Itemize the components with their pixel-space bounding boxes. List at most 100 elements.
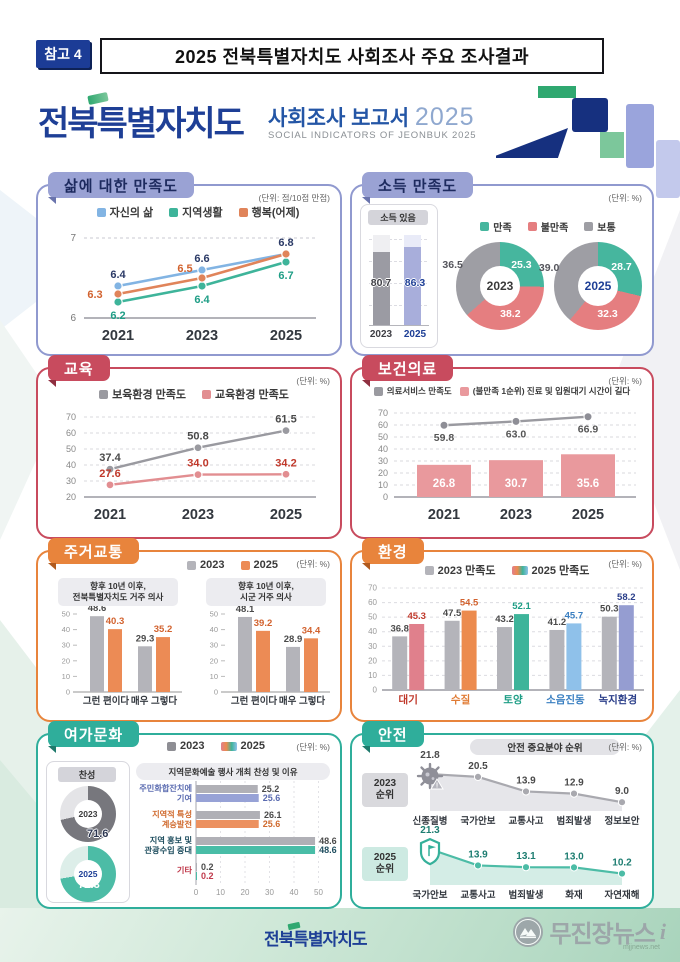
hbar-row-label: 지역 홍보 및 관광수입 증대 xyxy=(144,836,192,856)
svg-text:20: 20 xyxy=(241,888,250,897)
svg-text:28.9: 28.9 xyxy=(284,634,303,645)
legend-label: 2023 xyxy=(200,559,225,571)
svg-text:0.2: 0.2 xyxy=(201,862,214,872)
legend-item: 만족 xyxy=(480,219,512,234)
legend-marker xyxy=(99,389,109,399)
svg-text:48.6: 48.6 xyxy=(319,845,337,855)
legend-item: 2023 만족도 xyxy=(424,562,496,578)
svg-text:20: 20 xyxy=(368,656,377,665)
svg-text:21.3: 21.3 xyxy=(420,825,440,836)
svg-text:45.7: 45.7 xyxy=(565,610,584,621)
panel-life-satisfaction: 삶에 대한 만족도 (단위: 점/10점 만점) 자신의 삶 지역생활 행복(어제)… xyxy=(36,172,342,356)
axis-category-label: 2025 xyxy=(403,329,427,340)
header-deco-green-square xyxy=(600,132,624,158)
environment-bars-svg: 0 10 20 30 40 50 60 70 36.845.3 대기 47.554.5 수질 43.2 5… xyxy=(368,584,644,706)
legend-label: 보통 xyxy=(597,223,616,234)
svg-text:정보보안: 정보보안 xyxy=(605,815,640,827)
axis-line xyxy=(369,325,429,326)
svg-text:48.6: 48.6 xyxy=(88,603,107,614)
svg-text:6.3: 6.3 xyxy=(87,289,102,301)
svg-text:30: 30 xyxy=(265,888,274,897)
svg-text:25.6: 25.6 xyxy=(263,793,281,803)
approval-card-title: 찬성 xyxy=(58,767,116,782)
safety-rank-chart: 21.8 신종질병 20.5 국가안보 13.9 교통사고 12.9 범죄발생 9.0 정보보안!… xyxy=(352,735,652,907)
legend-label: (불만족 1순위) 진료 및 입원대기 시간이 길다 xyxy=(472,386,631,396)
page-title: 2025 전북특별자치도 사회조사 주요 조사결과 xyxy=(100,38,604,74)
legend-marker xyxy=(167,741,177,751)
svg-text:2023: 2023 xyxy=(182,507,214,523)
svg-text:소음진동: 소음진동 xyxy=(546,693,585,706)
legend-label: 불만족 xyxy=(540,223,569,234)
svg-text:40.3: 40.3 xyxy=(106,616,125,627)
legend-label: 2023 xyxy=(180,740,205,752)
svg-text:6.4: 6.4 xyxy=(194,294,210,306)
donut-center-label: 2023 xyxy=(74,800,102,828)
hbar-row-label: 주민화합잔치에 기여 xyxy=(139,784,192,804)
svg-text:41.2: 41.2 xyxy=(548,617,567,628)
svg-text:35.6: 35.6 xyxy=(577,478,599,490)
watermark-subtext: mjjnews.net xyxy=(623,944,660,951)
svg-text:범죄발생: 범죄발생 xyxy=(557,815,592,827)
legend-label: 보육환경 만족도 xyxy=(112,389,186,401)
svg-text:47.5: 47.5 xyxy=(443,608,462,619)
panel-safety: 안전 (단위: %) 안전 중요분야 순위 21.8 신종질병 20.5 국가안보 13… xyxy=(350,721,654,909)
svg-text:70: 70 xyxy=(368,584,377,593)
svg-text:48.6: 48.6 xyxy=(319,836,337,846)
legend-label: 2025 xyxy=(253,559,278,571)
svg-text:6.5: 6.5 xyxy=(177,263,192,275)
legend-item: 자신의 삶 xyxy=(96,204,153,220)
svg-text:2021: 2021 xyxy=(428,507,460,523)
legend-item: 행복(어제) xyxy=(238,204,299,220)
income-card-title: 소득 있음 xyxy=(368,210,428,225)
unit-label: (단위: 점/10점 만점) xyxy=(258,193,330,203)
legend-item: 교육환경 만족도 xyxy=(202,386,289,402)
svg-text:70: 70 xyxy=(66,412,76,422)
legend-item: 2025 xyxy=(220,740,265,752)
svg-text:10: 10 xyxy=(216,888,225,897)
panel-title: 삶에 대한 만족도 xyxy=(64,177,178,195)
svg-text:34.4: 34.4 xyxy=(302,625,321,636)
svg-text:0: 0 xyxy=(383,492,388,502)
slice-label: 36.5 xyxy=(442,258,463,271)
svg-text:20: 20 xyxy=(62,656,70,665)
svg-text:45.3: 45.3 xyxy=(407,611,426,622)
panel-healthcare: 보건의료 (단위: %) 의료서비스 만족도 (불만족 1순위) 진료 및 입원대… xyxy=(350,355,654,539)
svg-text:40: 40 xyxy=(290,888,299,897)
healthcare-combo-svg: 0 10 20 30 40 50 60 70 26.8 30.7 35.6 59.8 63.0 66.9 2… xyxy=(378,408,636,523)
svg-text:40: 40 xyxy=(210,625,218,634)
panel-leisure-culture: 여가문화 (단위: %) 지역문화예술 행사 개최 찬성 및 이유 2023 20… xyxy=(36,721,342,909)
panel-title-badge: 안전 xyxy=(362,721,424,753)
svg-text:40: 40 xyxy=(62,625,70,634)
legend-marker xyxy=(373,386,383,396)
footer-band xyxy=(0,908,680,962)
svg-text:43.2: 43.2 xyxy=(495,614,514,625)
panel-title-badge: 보건의료 xyxy=(362,355,454,387)
svg-text:21.8: 21.8 xyxy=(420,750,440,761)
virus-icon: ! xyxy=(416,762,444,790)
housing-bars-svg: 0 10 20 30 40 50 48.6 40.3 그런 편이다 29.335.2 매우 그렇다 0… xyxy=(62,603,330,707)
hbar-row-label: 지역적 특성 계승발전 xyxy=(152,810,192,830)
axis-category-label: 2023 xyxy=(369,329,393,340)
svg-text:화재: 화재 xyxy=(565,889,582,901)
svg-text:50: 50 xyxy=(66,444,76,454)
bar xyxy=(404,247,421,325)
svg-text:0: 0 xyxy=(194,888,199,897)
svg-text:13.0: 13.0 xyxy=(564,851,584,862)
unit-label: (단위: %) xyxy=(296,376,330,386)
watermark-suffix: i xyxy=(659,918,666,944)
panel-title: 소득 만족도 xyxy=(378,177,458,195)
legend: 보육환경 만족도 교육환경 만족도 xyxy=(58,386,330,402)
svg-text:0: 0 xyxy=(66,688,70,697)
svg-text:0: 0 xyxy=(373,686,378,695)
mountain-icon xyxy=(513,916,544,947)
svg-text:30: 30 xyxy=(368,642,377,651)
income-bar-card: 소득 있음 80.7 86.3 2023 2025 xyxy=(360,204,438,348)
legend-item: 불만족 xyxy=(527,219,569,234)
svg-text:9.0: 9.0 xyxy=(615,786,629,797)
svg-text:2023: 2023 xyxy=(186,328,218,344)
logo-subtitle-en: SOCIAL INDICATORS OF JEONBUK 2025 xyxy=(268,130,477,141)
svg-text:2023: 2023 xyxy=(500,507,532,523)
legend-label: 2025 만족도 xyxy=(531,565,590,577)
svg-text:30: 30 xyxy=(62,641,70,650)
legend-marker xyxy=(202,389,211,399)
